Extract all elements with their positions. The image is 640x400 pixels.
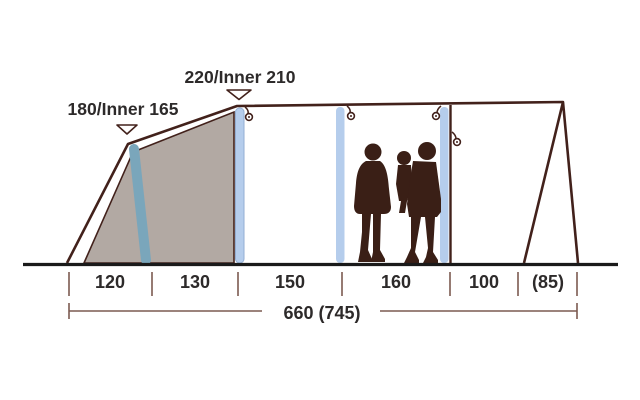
air-beam-front [440,107,449,263]
total-length-label: 660 (745) [283,303,361,323]
lantern-hook-icon [244,106,254,122]
segment-length-label: 150 [274,272,306,292]
segment-length-label: 130 [179,272,211,292]
lantern-hook-icon [431,105,442,121]
segment-length-label: (85) [531,272,565,292]
segment-length-label: 160 [380,272,412,292]
lantern-hook-icon [346,105,356,121]
height-label-main-peak: 220/Inner 210 [184,67,296,87]
person-silhouette-adult [354,143,391,262]
air-beam-bedroom-front [235,107,245,264]
segment-length-label: 100 [468,272,500,292]
air-beam-rear-slanted [129,144,151,265]
air-beam-middle [336,107,345,263]
segment-ticks [68,272,578,296]
height-marker-triangle [116,124,138,135]
height-marker-triangle [226,89,252,101]
person-silhouette-adult-with-child [396,142,441,263]
segment-length-label: 120 [94,272,126,292]
lantern-hook-icon [451,131,462,147]
total-dimension-line [68,303,578,319]
tent-outline [65,100,580,264]
height-label-left-peak: 180/Inner 165 [67,99,179,119]
